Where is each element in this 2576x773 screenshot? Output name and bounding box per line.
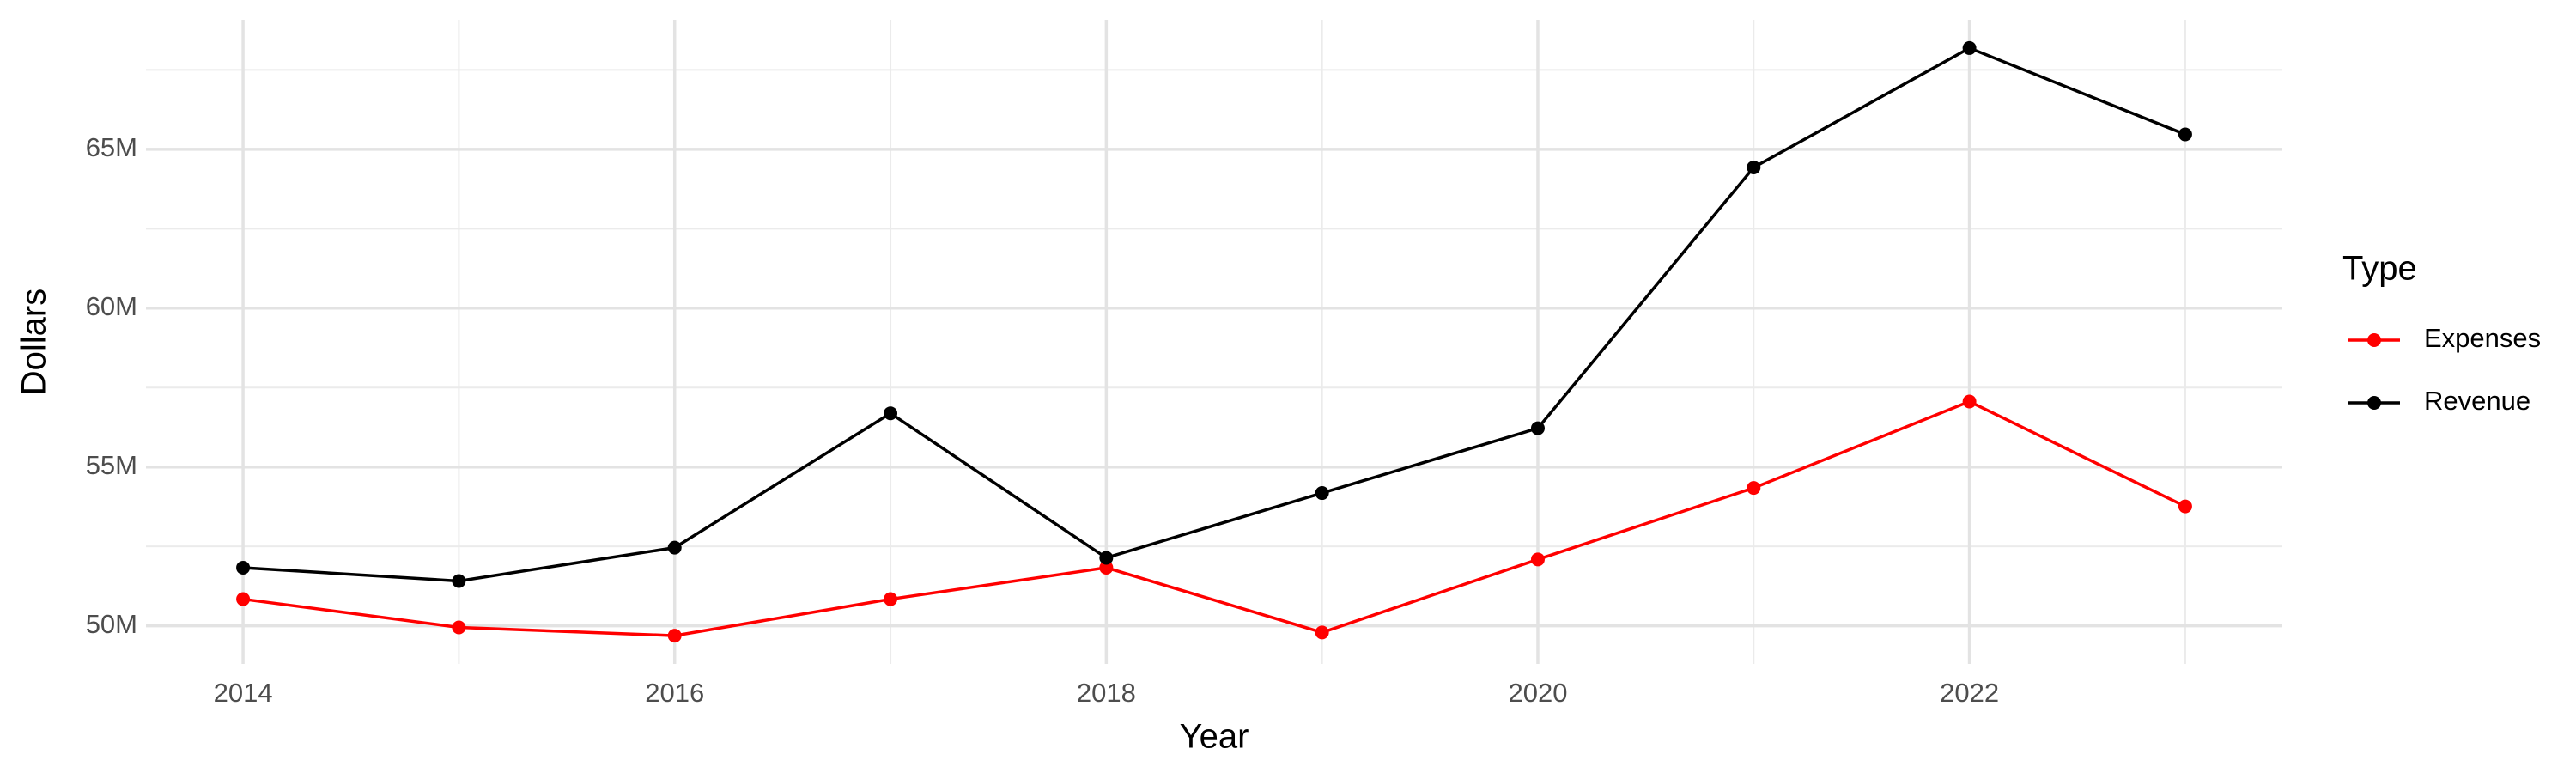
data-point bbox=[236, 592, 251, 606]
data-point bbox=[1530, 552, 1545, 567]
data-point bbox=[667, 629, 682, 643]
grid bbox=[146, 20, 2282, 664]
legend-title: Type bbox=[2342, 250, 2417, 288]
y-tick-label: 65M bbox=[86, 132, 137, 162]
y-tick-label: 60M bbox=[86, 291, 137, 321]
legend: Expenses Revenue bbox=[2348, 323, 2541, 416]
data-point bbox=[884, 406, 898, 421]
data-point bbox=[236, 560, 251, 575]
data-point bbox=[1962, 394, 1977, 409]
legend-swatch-point bbox=[2367, 396, 2381, 410]
data-point bbox=[884, 592, 898, 606]
x-tick-label: 2018 bbox=[1077, 678, 1136, 708]
data-point bbox=[1747, 481, 1761, 496]
data-point bbox=[2178, 127, 2192, 142]
data-point bbox=[1315, 625, 1329, 640]
x-tick-label: 2022 bbox=[1940, 678, 1999, 708]
legend-label: Expenses bbox=[2424, 323, 2541, 353]
y-tick-label: 50M bbox=[86, 609, 137, 639]
y-axis-title: Dollars bbox=[15, 289, 53, 395]
legend-swatch-point bbox=[2367, 333, 2381, 347]
x-tick-label: 2020 bbox=[1508, 678, 1567, 708]
data-point bbox=[452, 620, 466, 635]
data-point bbox=[2178, 499, 2192, 514]
data-point bbox=[1962, 40, 1977, 55]
data-point bbox=[1099, 560, 1114, 575]
data-point bbox=[1530, 421, 1545, 435]
data-point bbox=[1315, 486, 1329, 501]
series-line bbox=[242, 46, 2186, 583]
data-point bbox=[1747, 160, 1761, 174]
plot-area bbox=[236, 40, 2192, 643]
legend-label: Revenue bbox=[2424, 386, 2530, 416]
x-tick-label: 2016 bbox=[645, 678, 704, 708]
x-axis-title: Year bbox=[1180, 718, 1249, 756]
data-point bbox=[1099, 551, 1114, 565]
x-tick-label: 2014 bbox=[214, 678, 273, 708]
data-point bbox=[667, 540, 682, 555]
series-line bbox=[242, 399, 2186, 637]
y-tick-label: 55M bbox=[86, 450, 137, 480]
data-point bbox=[452, 574, 466, 588]
